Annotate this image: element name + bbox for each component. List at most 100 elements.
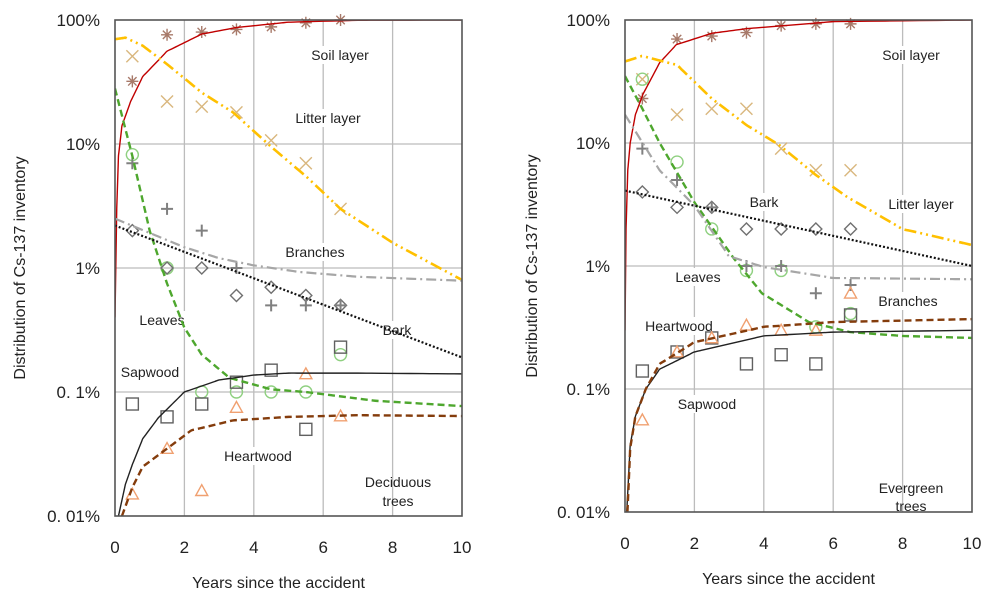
x-marker (264, 133, 278, 147)
series-label: Branches (878, 293, 937, 309)
series-label-bg (308, 46, 373, 64)
diamond-marker (125, 223, 140, 238)
fit-line-sapwood (626, 329, 972, 512)
plot-frame (624, 19, 973, 513)
fit-line-soil-layer (625, 20, 972, 331)
asterisk-marker (705, 30, 718, 43)
plus-marker (844, 279, 857, 292)
asterisk-marker (230, 23, 243, 36)
panel-label: trees (895, 498, 926, 514)
series-label-bg (879, 46, 944, 64)
y-tick-label: 0. 1% (57, 383, 100, 402)
y-axis-title: Distribution of Cs-137 inventory (524, 154, 541, 377)
plus-marker (161, 202, 174, 215)
diamond-marker (264, 280, 279, 295)
asterisk-marker (161, 28, 174, 41)
fit-line-branches (625, 114, 972, 281)
asterisk-marker (299, 16, 312, 29)
x-marker (739, 102, 753, 116)
series-label: Soil layer (882, 47, 940, 63)
x-tick-label: 4 (759, 534, 768, 553)
circle-marker (229, 385, 244, 399)
x-marker (670, 108, 684, 122)
fit-line-soil-layer (115, 20, 462, 318)
asterisk-marker (126, 75, 139, 88)
plus-marker (334, 299, 347, 312)
series-label-bg (282, 243, 348, 261)
square-marker (809, 357, 823, 371)
panel-label: trees (382, 493, 413, 509)
diamond-marker (229, 288, 244, 303)
diamond-marker (635, 184, 650, 199)
asterisk-marker (195, 26, 208, 39)
x-tick-label: 8 (388, 538, 397, 557)
panel-label: Deciduous (365, 474, 431, 490)
x-tick-label: 8 (898, 534, 907, 553)
square-marker (774, 348, 788, 362)
square-marker (160, 410, 174, 424)
asterisk-marker (636, 92, 649, 105)
circle-marker (635, 72, 650, 86)
y-tick-label: 0. 01% (557, 503, 610, 522)
x-tick-label: 2 (690, 534, 699, 553)
square-marker (333, 340, 348, 354)
diamond-marker (808, 221, 823, 236)
series-label-bg (672, 268, 724, 286)
x-tick-label: 0 (620, 534, 629, 553)
diamond-marker (774, 221, 789, 236)
panel-evergreen: Soil layer Litter layer Leaves Bark Branches… (524, 11, 981, 588)
x-tick-label: 0 (110, 538, 119, 557)
series-label: Litter layer (888, 196, 954, 212)
x-tick-label: 10 (963, 534, 982, 553)
plus-marker (299, 299, 312, 312)
plus-marker (265, 299, 278, 312)
fit-line-bark (625, 189, 972, 268)
series-label: Sapwood (678, 396, 736, 412)
x-tick-label: 10 (453, 538, 472, 557)
triangle-marker (739, 317, 754, 331)
series-label-bg (221, 447, 295, 465)
y-tick-label: 1% (585, 257, 610, 276)
series-label-bg (642, 317, 716, 335)
series-label-bg (885, 195, 958, 213)
x-axis-title: Years since the accident (192, 575, 365, 592)
asterisk-marker (671, 33, 684, 46)
plus-marker (809, 287, 822, 300)
y-tick-label: 0. 01% (47, 507, 100, 526)
fit-line-heartwood (626, 317, 972, 512)
square-marker (195, 397, 209, 411)
x-marker (125, 49, 139, 63)
series-label-bg (117, 363, 183, 381)
x-marker (809, 163, 823, 177)
x-tick-label: 4 (249, 538, 258, 557)
fit-line-litter-layer (625, 54, 972, 247)
asterisk-marker (809, 17, 822, 30)
series-label: Sapwood (121, 364, 179, 380)
series-label: Bark (383, 322, 413, 338)
asterisk-marker (740, 26, 753, 39)
diamond-marker (670, 200, 685, 215)
y-tick-label: 1% (75, 259, 100, 278)
diamond-marker (160, 261, 175, 275)
x-tick-label: 6 (318, 538, 327, 557)
series-label-bg (136, 311, 188, 329)
plus-marker (195, 224, 208, 237)
fit-line-leaves (625, 75, 972, 340)
y-tick-label: 0. 1% (567, 380, 610, 399)
fit-line-heartwood (120, 413, 462, 516)
x-marker (195, 100, 209, 114)
series-label: Soil layer (311, 47, 369, 63)
x-tick-label: 2 (180, 538, 189, 557)
triangle-marker (808, 322, 824, 336)
series-label-bg (292, 109, 365, 127)
fit-line-leaves (115, 88, 462, 408)
triangle-marker (229, 400, 244, 413)
asterisk-marker (265, 20, 278, 33)
x-marker (229, 105, 243, 119)
panel-deciduous: Soil layer Litter layer Leaves Bark Branches… (12, 11, 471, 592)
plus-marker (230, 262, 243, 274)
fit-line-branches (115, 217, 462, 282)
y-tick-label: 100% (57, 11, 100, 30)
diamond-marker (739, 221, 754, 236)
